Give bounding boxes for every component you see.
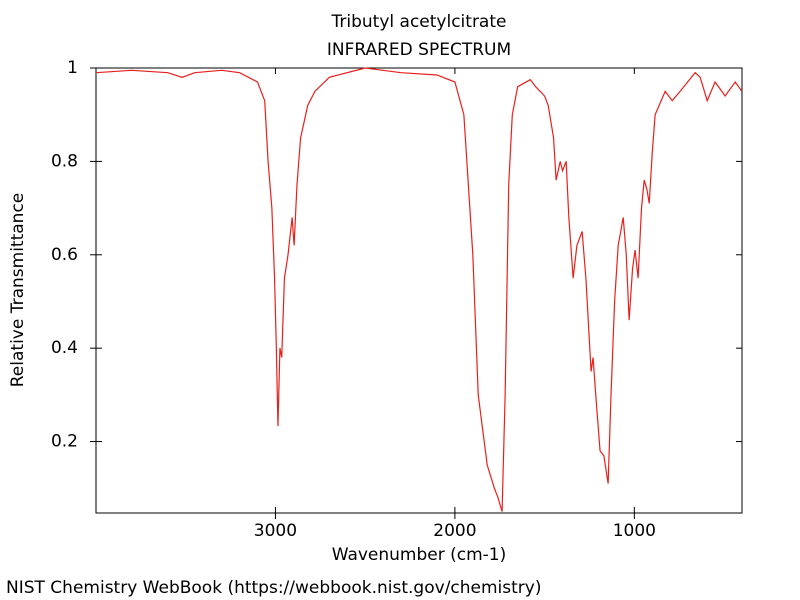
y-tick-label: 0.2 bbox=[51, 432, 78, 452]
chart-title: Tributyl acetylcitrate bbox=[331, 12, 507, 32]
chart-subtitle: INFRARED SPECTRUM bbox=[327, 40, 511, 60]
x-tick-label: 2000 bbox=[433, 521, 476, 541]
footer: NIST Chemistry WebBook (https://webbook.… bbox=[6, 578, 541, 598]
x-tick-label: 3000 bbox=[254, 521, 297, 541]
y-tick-label: 0.8 bbox=[51, 151, 78, 171]
x-axis-label: Wavenumber (cm-1) bbox=[332, 545, 507, 565]
plot-frame bbox=[95, 67, 743, 514]
y-tick-label: 1 bbox=[67, 58, 78, 78]
x-tick-label: 1000 bbox=[613, 521, 656, 541]
y-tick-label: 0.4 bbox=[51, 338, 78, 358]
y-axis-label: Relative Transmittance bbox=[8, 193, 28, 388]
spectrum-line bbox=[95, 67, 743, 512]
y-tick-label: 0.6 bbox=[51, 245, 78, 265]
